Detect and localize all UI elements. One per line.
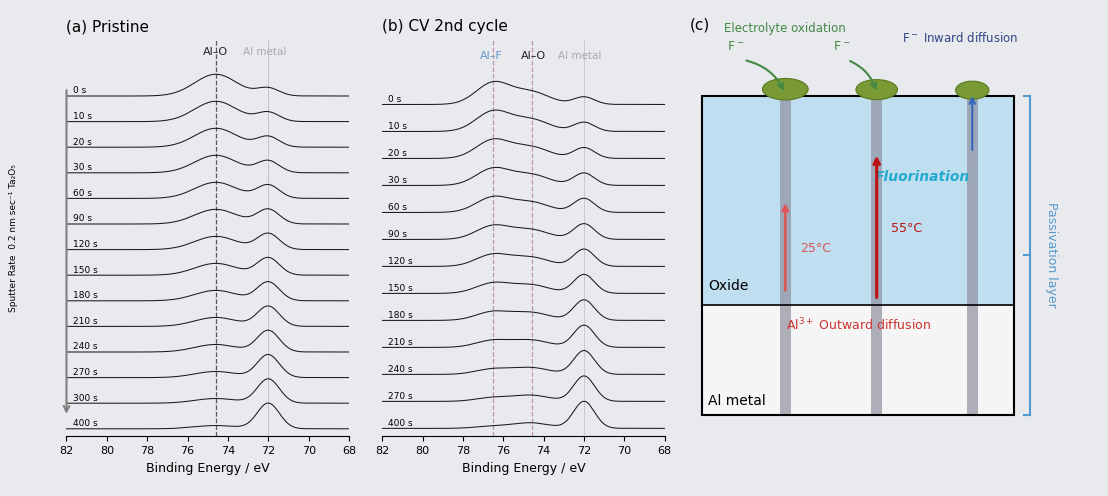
Text: 180 s: 180 s [388, 311, 413, 320]
Text: Al$^{3+}$ Outward diffusion: Al$^{3+}$ Outward diffusion [786, 317, 931, 334]
Text: 400 s: 400 s [72, 419, 98, 428]
Ellipse shape [762, 78, 808, 100]
Text: 0 s: 0 s [388, 95, 401, 104]
Text: 210 s: 210 s [388, 338, 413, 347]
Bar [871, 96, 882, 415]
Text: 30 s: 30 s [388, 176, 408, 185]
Text: Al–O: Al–O [203, 47, 228, 57]
Text: Al metal: Al metal [708, 393, 766, 408]
Polygon shape [702, 305, 1014, 415]
Text: 20 s: 20 s [388, 149, 407, 158]
Text: Al–F: Al–F [480, 51, 503, 61]
Text: 270 s: 270 s [72, 368, 98, 377]
Text: 60 s: 60 s [72, 189, 92, 198]
Bar [967, 96, 977, 415]
Text: 240 s: 240 s [388, 365, 413, 374]
Text: 270 s: 270 s [388, 392, 413, 401]
Text: 150 s: 150 s [388, 284, 413, 293]
Text: (b) CV 2nd cycle: (b) CV 2nd cycle [382, 19, 509, 34]
Text: Al–O: Al–O [521, 51, 546, 61]
Text: 30 s: 30 s [72, 163, 92, 172]
Text: 90 s: 90 s [72, 214, 92, 224]
Ellipse shape [955, 81, 989, 99]
Text: Al metal: Al metal [558, 51, 602, 61]
Text: 90 s: 90 s [388, 230, 408, 239]
Text: 55°C: 55°C [891, 222, 922, 236]
Text: 60 s: 60 s [388, 203, 408, 212]
Text: F$^-$: F$^-$ [833, 40, 850, 53]
Text: Electrolyte oxidation: Electrolyte oxidation [725, 22, 847, 35]
Text: F$^-$ Inward diffusion: F$^-$ Inward diffusion [902, 31, 1018, 45]
X-axis label: Binding Energy / eV: Binding Energy / eV [462, 462, 585, 475]
Text: (a) Pristine: (a) Pristine [66, 19, 150, 34]
Ellipse shape [856, 80, 897, 100]
Text: 240 s: 240 s [72, 342, 98, 352]
Text: Passivation layer: Passivation layer [1045, 202, 1058, 308]
Bar [780, 96, 791, 415]
Text: 400 s: 400 s [388, 419, 413, 428]
Text: 210 s: 210 s [72, 317, 98, 326]
Text: Sputter Rate  0.2 nm sec⁻¹ Ta₂O₅: Sputter Rate 0.2 nm sec⁻¹ Ta₂O₅ [9, 164, 18, 312]
Polygon shape [702, 96, 1014, 305]
X-axis label: Binding Energy / eV: Binding Energy / eV [146, 462, 269, 475]
Text: Al metal: Al metal [243, 47, 286, 57]
Text: 0 s: 0 s [72, 86, 85, 96]
Text: 180 s: 180 s [72, 291, 98, 300]
Text: 120 s: 120 s [72, 240, 98, 249]
Text: 10 s: 10 s [72, 112, 92, 121]
Text: Fluorination: Fluorination [875, 170, 970, 184]
Text: 10 s: 10 s [388, 122, 408, 131]
Text: 20 s: 20 s [72, 138, 91, 147]
Text: 150 s: 150 s [72, 266, 98, 275]
Text: Oxide: Oxide [708, 279, 749, 293]
Text: (c): (c) [689, 17, 710, 32]
Text: 120 s: 120 s [388, 257, 413, 266]
Text: F$^-$: F$^-$ [727, 40, 745, 53]
Text: 300 s: 300 s [72, 394, 98, 403]
Text: 25°C: 25°C [800, 242, 831, 254]
